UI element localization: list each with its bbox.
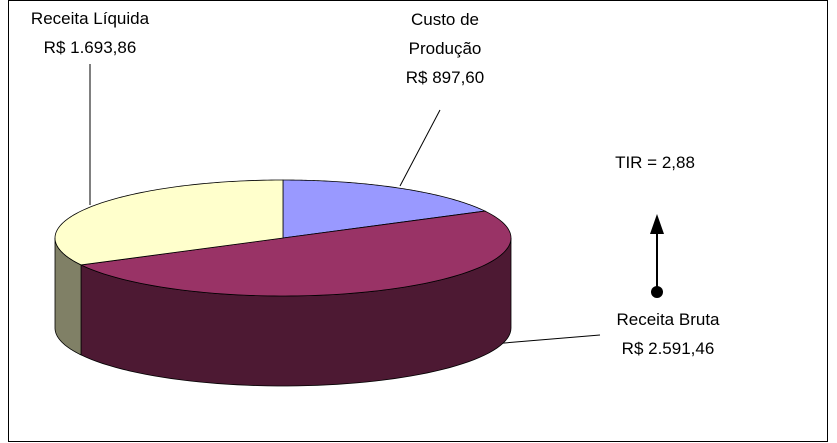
pie-slice: [79, 210, 512, 297]
value-label: R$ 2.591,46: [621, 339, 715, 358]
arrow-dot: [651, 286, 663, 298]
category-label: Custo de Produção: [408, 10, 482, 58]
slice-label: Receita Líquida R$ 1.693,86: [0, 4, 180, 62]
arrow-head: [650, 214, 664, 234]
leader-line: [399, 109, 441, 187]
value-label: R$ 897,60: [405, 68, 485, 87]
slice-label: Custo de Produção R$ 897,60: [380, 5, 510, 92]
annotation: TIR = 2,88: [615, 153, 695, 172]
value-label: R$ 1.693,86: [43, 38, 137, 57]
category-label: Receita Bruta: [616, 310, 720, 329]
category-label: Receita Líquida: [30, 9, 150, 28]
chart-frame: [8, 0, 828, 442]
pie-slice: [282, 179, 487, 239]
slice-label: Receita Bruta R$ 2.591,46: [578, 305, 758, 363]
pie-slice: [54, 179, 284, 266]
pie: [54, 179, 512, 387]
